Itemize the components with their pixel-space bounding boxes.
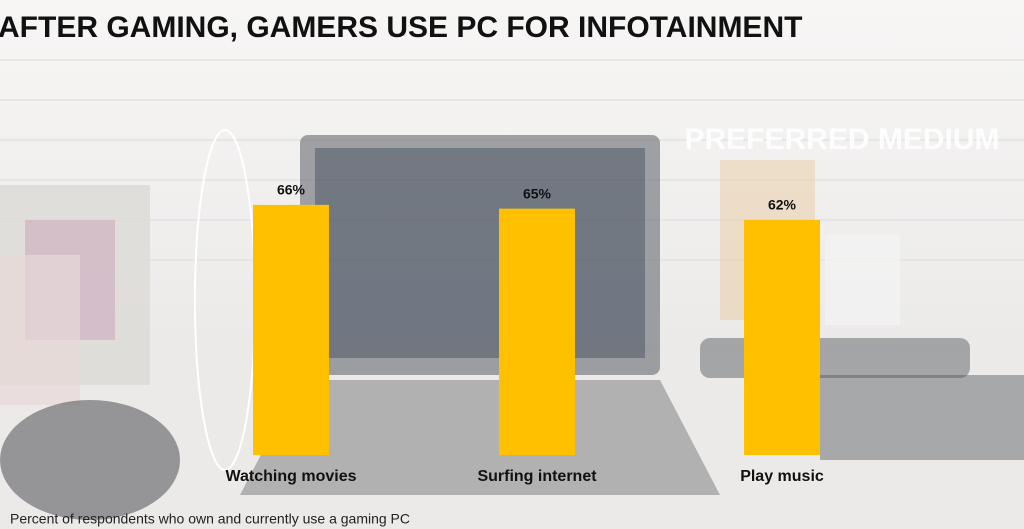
value-label: 62% bbox=[768, 197, 797, 213]
chart-title: AFTER GAMING, GAMERS USE PC FOR INFOTAIN… bbox=[0, 11, 802, 44]
category-label: Play music bbox=[740, 468, 824, 485]
footnote: Percent of respondents who own and curre… bbox=[10, 511, 410, 527]
category-label: Watching movies bbox=[226, 468, 357, 485]
category-label: Surfing internet bbox=[477, 468, 597, 485]
bar bbox=[499, 208, 575, 455]
chart-subtitle: PREFERRED MEDIUM bbox=[684, 123, 999, 156]
value-label: 66% bbox=[277, 182, 306, 198]
bar bbox=[744, 220, 820, 455]
value-label: 65% bbox=[523, 185, 552, 201]
bar bbox=[253, 204, 329, 455]
